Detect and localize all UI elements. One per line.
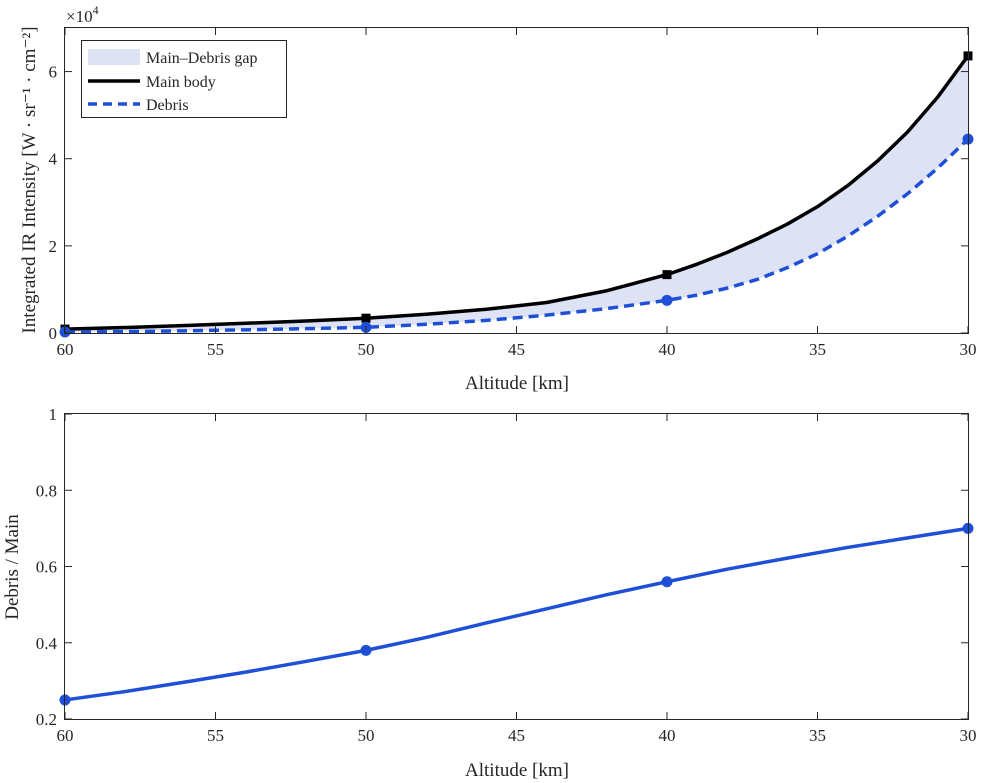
top-x-axis-label: Altitude [km]: [465, 373, 569, 394]
x-tick-label: 35: [809, 340, 826, 359]
top-ticks: 60 55 50 45 40 35 30 0 2 4 6: [49, 28, 977, 359]
main-body-marker: [662, 270, 672, 280]
main-debris-gap-fill: [65, 55, 968, 333]
top-exponent-label: ×104: [66, 3, 99, 26]
debris-marker: [661, 294, 673, 306]
bottom-x-axis-label: Altitude [km]: [465, 760, 569, 781]
y-tick-label: 1: [49, 405, 58, 424]
x-tick-label: 55: [207, 340, 224, 359]
debris-main-line: [64, 526, 969, 702]
legend-main-label: Main body: [146, 74, 216, 91]
x-tick-label: 40: [659, 726, 676, 745]
bottom-axes-frame: [64, 413, 969, 720]
legend-gap-swatch: [88, 49, 140, 65]
main-body-marker: [361, 313, 371, 323]
bottom-panel: 60 55 50 45 40 35 30 0.2 0.4 0.6 0.8 1 Altitude [km…: [2, 405, 977, 781]
x-tick-label: 50: [358, 726, 375, 745]
y-tick-label: 2: [49, 237, 58, 256]
bottom-y-axis-label: Debris / Main: [2, 514, 23, 620]
legend-debris-label: Debris: [146, 97, 189, 114]
debris-main-marker: [661, 576, 673, 588]
y-tick-label: 0.8: [36, 481, 57, 500]
x-tick-label: 50: [358, 340, 375, 359]
top-y-axis-label: Integrated IR Intensity [W · sr⁻¹ · cm⁻²…: [19, 26, 40, 333]
x-tick-label: 45: [508, 340, 525, 359]
y-tick-label: 0.6: [36, 558, 57, 577]
y-tick-label: 0.2: [36, 710, 57, 729]
y-tick-label: 6: [49, 63, 58, 82]
x-tick-label: 45: [508, 726, 525, 745]
x-tick-label: 40: [659, 340, 676, 359]
bottom-ticks: 60 55 50 45 40 35 30 0.2 0.4 0.6 0.8 1: [36, 405, 977, 745]
x-tick-label: 60: [57, 340, 74, 359]
x-tick-label: 30: [960, 726, 977, 745]
top-plot-area: [59, 51, 974, 338]
y-tick-label: 4: [49, 150, 58, 169]
debris-line: [64, 137, 970, 334]
x-tick-label: 60: [57, 726, 74, 745]
debris-main-marker: [360, 644, 372, 656]
x-tick-label: 35: [809, 726, 826, 745]
top-axes-frame: [64, 27, 969, 334]
bottom-plot-area: [59, 522, 974, 706]
y-tick-label: 0: [49, 324, 58, 343]
y-tick-label: 0.4: [36, 634, 58, 653]
x-tick-label: 55: [207, 726, 224, 745]
x-tick-label: 30: [960, 340, 977, 359]
legend-gap-label: Main–Debris gap: [146, 50, 258, 67]
legend: Main–Debris gap Main body Debris: [81, 40, 287, 118]
